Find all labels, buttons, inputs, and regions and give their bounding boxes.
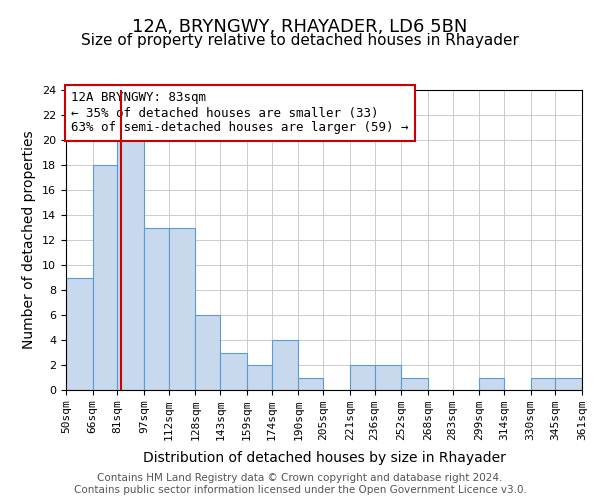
X-axis label: Distribution of detached houses by size in Rhayader: Distribution of detached houses by size … — [143, 452, 505, 466]
Bar — [272, 340, 298, 390]
Text: 12A BRYNGWY: 83sqm
← 35% of detached houses are smaller (33)
63% of semi-detache: 12A BRYNGWY: 83sqm ← 35% of detached hou… — [71, 92, 409, 134]
Bar — [220, 352, 247, 390]
Y-axis label: Number of detached properties: Number of detached properties — [22, 130, 37, 350]
Text: Size of property relative to detached houses in Rhayader: Size of property relative to detached ho… — [81, 32, 519, 48]
Bar — [92, 165, 118, 390]
Bar — [247, 365, 272, 390]
Bar — [350, 365, 374, 390]
Bar — [479, 378, 504, 390]
Bar — [374, 365, 401, 390]
Bar — [66, 278, 92, 390]
Bar — [530, 378, 556, 390]
Bar — [118, 140, 144, 390]
Bar — [556, 378, 582, 390]
Bar — [144, 228, 169, 390]
Bar — [169, 228, 196, 390]
Bar — [298, 378, 323, 390]
Bar — [401, 378, 428, 390]
Text: 12A, BRYNGWY, RHAYADER, LD6 5BN: 12A, BRYNGWY, RHAYADER, LD6 5BN — [133, 18, 467, 36]
Text: Contains HM Land Registry data © Crown copyright and database right 2024.
Contai: Contains HM Land Registry data © Crown c… — [74, 474, 526, 495]
Bar — [196, 315, 220, 390]
